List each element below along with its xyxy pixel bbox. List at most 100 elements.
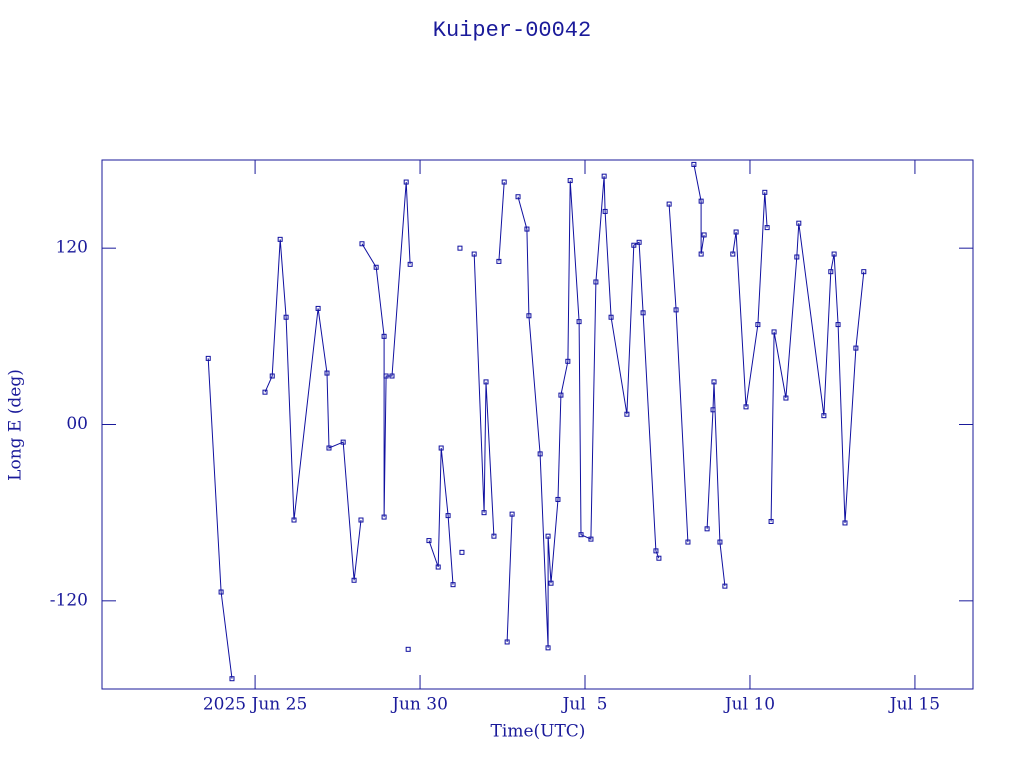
point: [438, 445, 444, 451]
point: [762, 189, 768, 195]
point: [524, 226, 530, 232]
point: [205, 355, 211, 361]
point: [403, 179, 409, 185]
point: [567, 178, 573, 184]
point: [373, 264, 379, 270]
point: [711, 379, 717, 385]
point: [796, 220, 802, 226]
point: [842, 520, 848, 526]
point: [685, 539, 691, 545]
point: [764, 225, 770, 231]
chart-title: Kuiper-00042: [433, 18, 591, 43]
point: [262, 389, 268, 395]
point: [624, 411, 630, 417]
point: [457, 245, 463, 251]
point: [229, 676, 235, 682]
point: [636, 239, 642, 245]
point: [526, 313, 532, 319]
point: [326, 445, 332, 451]
point: [315, 305, 321, 311]
point: [593, 279, 599, 285]
point: [381, 514, 387, 520]
x-tick-label: Jul 10: [723, 695, 775, 715]
point: [277, 236, 283, 242]
point: [576, 319, 582, 325]
point: [698, 251, 704, 257]
series-line: [207, 164, 865, 679]
point: [509, 511, 515, 517]
point: [768, 518, 774, 524]
x-axis-label: Time(UTC): [491, 722, 586, 742]
x-tick-label: Jun 30: [390, 695, 448, 715]
point: [710, 407, 716, 413]
point: [673, 307, 679, 313]
point: [640, 310, 646, 316]
point: [608, 314, 614, 320]
point: [565, 358, 571, 364]
point: [656, 555, 662, 561]
y-tick-label: 00: [66, 414, 88, 434]
point: [545, 645, 551, 651]
series: [205, 161, 867, 682]
point: [389, 373, 395, 379]
point: [733, 229, 739, 235]
point: [698, 198, 704, 204]
point: [340, 439, 346, 445]
point: [743, 404, 749, 410]
point: [771, 329, 777, 335]
point: [358, 517, 364, 523]
point: [794, 254, 800, 260]
point: [831, 251, 837, 257]
point: [496, 258, 502, 264]
point: [631, 242, 637, 248]
x-tick-label: Jul 15: [888, 695, 940, 715]
point: [515, 194, 521, 200]
point: [504, 639, 510, 645]
point: [471, 251, 477, 257]
y-tick-label: -120: [50, 590, 88, 610]
point: [722, 583, 728, 589]
point: [405, 646, 411, 652]
point: [381, 333, 387, 339]
point: [324, 370, 330, 376]
point: [283, 314, 289, 320]
point: [821, 413, 827, 419]
point: [853, 345, 859, 351]
y-axis-label: Long E (deg): [6, 369, 26, 481]
point: [602, 208, 608, 214]
point: [783, 395, 789, 401]
point: [218, 589, 224, 595]
point: [445, 513, 451, 519]
point: [828, 269, 834, 275]
point: [269, 373, 275, 379]
x-tick-label: 2025 Jun 25: [203, 695, 307, 715]
point: [666, 201, 672, 207]
point: [481, 510, 487, 516]
x-tick-label: Jul 5: [561, 695, 608, 715]
point: [501, 179, 507, 185]
point: [537, 451, 543, 457]
point: [691, 161, 697, 167]
point: [601, 173, 607, 179]
point: [450, 582, 456, 588]
y-tick-label: 120: [56, 238, 88, 258]
point: [755, 322, 761, 328]
point: [558, 392, 564, 398]
point: [545, 533, 551, 539]
point: [459, 549, 465, 555]
point: [435, 564, 441, 570]
point: [483, 379, 489, 385]
point: [351, 577, 357, 583]
point: [291, 517, 297, 523]
point: [701, 232, 707, 238]
point: [383, 373, 389, 379]
point: [426, 538, 432, 544]
point: [359, 241, 365, 247]
point: [730, 251, 736, 257]
point: [555, 496, 561, 502]
point: [861, 269, 867, 275]
point: [407, 261, 413, 267]
point: [704, 526, 710, 532]
